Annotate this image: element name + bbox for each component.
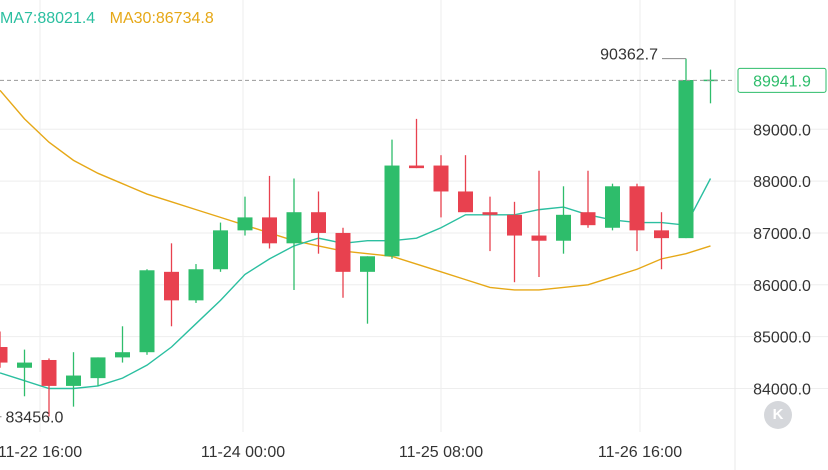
candle — [580, 170, 596, 228]
candle-body — [66, 375, 81, 386]
candle — [17, 349, 32, 397]
candle-body — [654, 230, 669, 239]
y-tick-label: 85000.0 — [753, 330, 811, 347]
candle — [409, 118, 424, 169]
candle — [360, 256, 375, 324]
candle — [139, 269, 155, 355]
candle — [556, 186, 571, 254]
candle-body — [188, 269, 204, 301]
ma7-legend: MA7:88021.4 — [0, 10, 96, 27]
candle — [115, 326, 130, 363]
candle — [0, 331, 8, 368]
candle-body — [409, 165, 424, 169]
candle-body — [115, 352, 130, 358]
candle-body — [433, 165, 449, 192]
candle — [507, 201, 522, 283]
candle-body — [605, 186, 620, 228]
x-tick-label: 11-22 16:00 — [0, 444, 82, 461]
candle — [286, 178, 302, 290]
candle-body — [139, 270, 155, 353]
candle — [213, 222, 228, 272]
candle — [605, 183, 620, 231]
candle — [678, 58, 694, 239]
x-tick-label: 11-24 00:00 — [201, 444, 285, 461]
candle-body — [482, 212, 498, 215]
ma7-layer — [0, 178, 712, 390]
candle — [458, 155, 473, 213]
candle — [188, 264, 204, 303]
candle — [90, 357, 106, 386]
x-tick-label: 11-25 08:00 — [399, 444, 483, 461]
candle — [237, 196, 253, 236]
y-tick-label: 88000.0 — [753, 174, 811, 191]
candle-body — [556, 214, 571, 241]
current-price-tag — [737, 67, 827, 93]
candle-body — [360, 256, 375, 272]
candle-body — [17, 362, 32, 368]
candle — [433, 155, 449, 218]
ma7-line — [0, 178, 712, 390]
candle-body — [213, 230, 228, 270]
candle-body — [384, 165, 400, 257]
candle — [384, 139, 400, 259]
y-tick-label: 89000.0 — [753, 122, 811, 139]
y-tick-label: 87000.0 — [753, 226, 811, 243]
candle-body — [164, 271, 179, 301]
ma30-layer — [0, 89, 711, 291]
k-button[interactable]: K — [764, 401, 792, 429]
candle-body — [458, 191, 473, 213]
candle — [654, 212, 669, 270]
candle — [164, 243, 179, 327]
candle — [262, 175, 277, 249]
annotations: 89941.9 90362.7 83456.0 — [0, 47, 827, 427]
ma30-line — [0, 89, 711, 291]
y-tick-label: 86000.0 — [753, 278, 811, 295]
ma-legend: MA7:88021.4 MA30:86734.8 — [0, 10, 224, 28]
candle-body — [531, 235, 547, 241]
candle — [482, 196, 498, 252]
candle — [335, 227, 351, 298]
candle — [531, 170, 547, 278]
candle — [66, 352, 81, 407]
candle-body — [311, 212, 326, 233]
candle — [41, 358, 57, 417]
candle-body — [286, 212, 302, 244]
candle-body — [678, 79, 694, 239]
candle-body — [335, 232, 351, 272]
candle-body — [90, 357, 106, 379]
candle-body — [629, 186, 645, 231]
candle-body — [41, 359, 57, 386]
candle-body — [0, 347, 8, 363]
candle — [311, 191, 326, 254]
y-tick-label: 84000.0 — [753, 382, 811, 399]
x-axis: 11-22 16:00 11-24 00:00 11-25 08:00 11-26 1… — [0, 444, 682, 461]
candle-body — [507, 214, 522, 236]
candle-body — [237, 217, 253, 231]
x-tick-label: 11-26 16:00 — [598, 444, 682, 461]
current-price-label: 89941.9 — [753, 73, 811, 90]
low-label: 83456.0 — [6, 410, 64, 427]
candle-body — [262, 217, 277, 244]
y-axis: 84000.0 85000.0 86000.0 87000.0 88000.0 89000… — [753, 122, 811, 398]
candle — [629, 183, 645, 252]
candle — [703, 69, 718, 104]
ma30-legend: MA30:86734.8 — [109, 10, 214, 27]
candle-body — [580, 212, 596, 226]
candles — [0, 58, 718, 417]
high-label: 90362.7 — [600, 47, 658, 64]
